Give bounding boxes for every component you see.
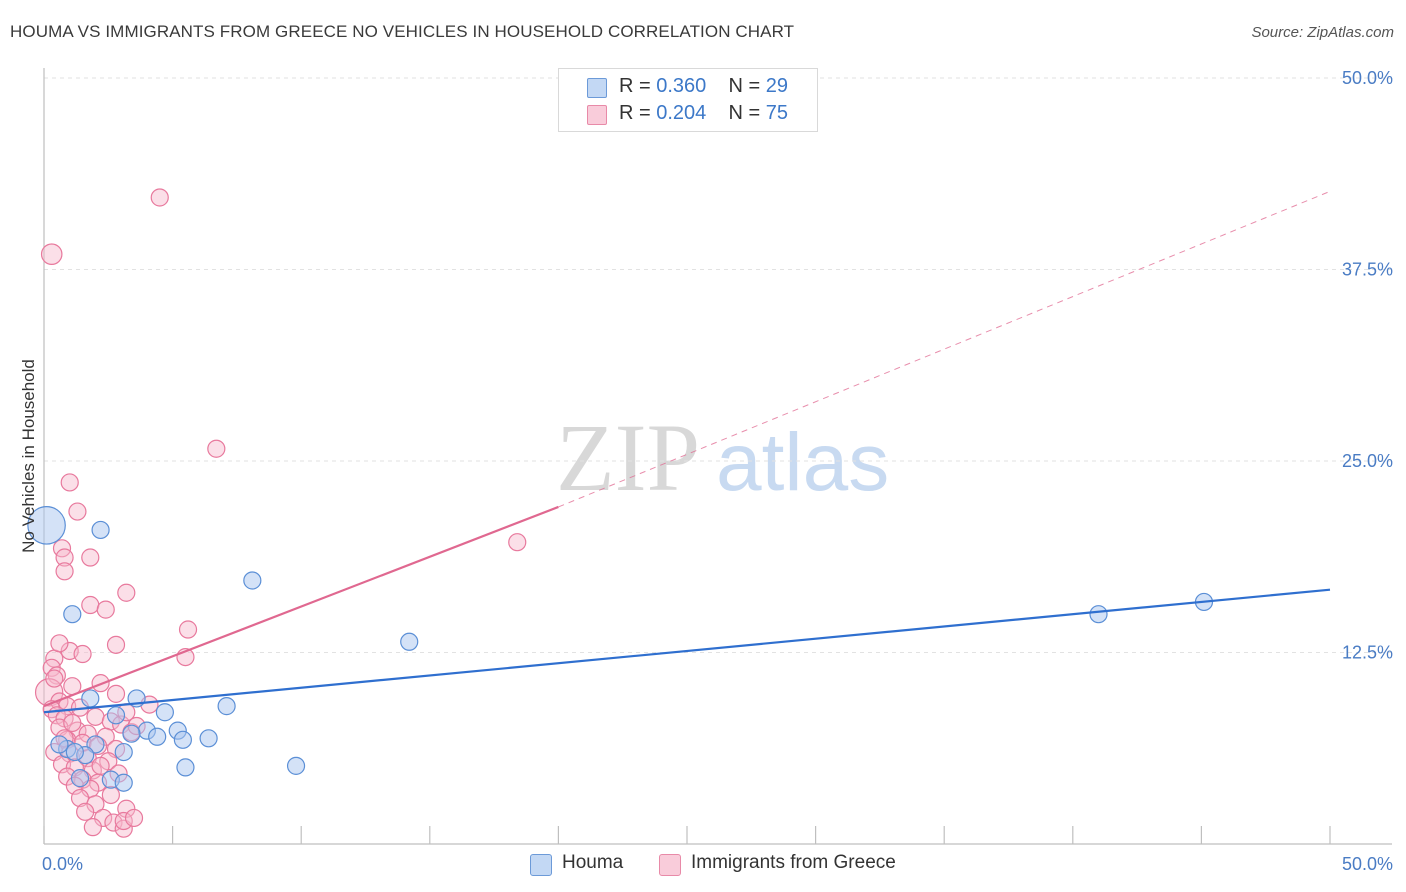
y-tick-label: 50.0% bbox=[1342, 68, 1393, 88]
greece-point bbox=[70, 788, 90, 808]
greece-point bbox=[106, 635, 126, 654]
greece-trend-extension bbox=[558, 190, 1331, 508]
legend-r-label: R = bbox=[619, 102, 651, 124]
greece-point bbox=[60, 473, 79, 492]
x-tick-label-min: 0.0% bbox=[42, 854, 83, 874]
greece-point bbox=[86, 707, 105, 726]
legend-greece-n: 75 bbox=[765, 102, 789, 124]
houma-point bbox=[106, 706, 126, 725]
legend-text-greece: R = 0.204 N = 75 bbox=[619, 102, 788, 125]
greece-point bbox=[91, 756, 110, 775]
bottom-legend-greece-label: Immigrants from Greece bbox=[691, 852, 896, 873]
series-houma-points bbox=[27, 506, 1214, 792]
greece-point bbox=[508, 533, 527, 552]
bottom-legend-houma-label: Houma bbox=[562, 852, 624, 873]
grid bbox=[44, 77, 1392, 653]
y-tick-label: 37.5% bbox=[1342, 260, 1393, 280]
greece-point bbox=[76, 802, 95, 821]
greece-point bbox=[50, 634, 69, 653]
greece-point bbox=[63, 713, 82, 733]
y-tick-label: 25.0% bbox=[1342, 451, 1393, 471]
houma-point bbox=[65, 742, 84, 762]
legend-houma-r: 0.360 bbox=[656, 75, 707, 97]
greece-point bbox=[55, 562, 74, 581]
greece-point bbox=[83, 818, 102, 837]
greece-point bbox=[81, 595, 100, 615]
houma-point bbox=[155, 703, 174, 722]
greece-point bbox=[34, 678, 64, 707]
houma-point bbox=[243, 571, 262, 590]
houma-point bbox=[173, 730, 192, 749]
legend-houma-n: 29 bbox=[765, 75, 789, 97]
houma-point bbox=[400, 632, 419, 651]
houma-point bbox=[114, 742, 133, 762]
houma-point bbox=[148, 727, 167, 746]
greece-point bbox=[101, 785, 120, 805]
greece-point bbox=[117, 583, 136, 602]
houma-point bbox=[199, 729, 218, 748]
greece-point bbox=[86, 795, 105, 814]
greece-point bbox=[150, 188, 169, 207]
houma-point bbox=[286, 756, 306, 775]
legend-greece-r: 0.204 bbox=[656, 102, 707, 124]
correlation-legend: R = 0.360 N = 29 R = 0.204 N = 75 bbox=[558, 68, 818, 132]
greece-legend-swatch bbox=[659, 854, 681, 876]
greece-point bbox=[207, 439, 226, 458]
greece-point bbox=[68, 502, 87, 521]
watermark: ZIP atlas bbox=[556, 404, 889, 511]
trend-lines bbox=[43, 190, 1331, 714]
greece-point bbox=[45, 669, 64, 688]
legend-text-houma: R = 0.360 N = 29 bbox=[619, 75, 788, 98]
watermark-atlas: atlas bbox=[716, 417, 889, 508]
houma-legend-swatch bbox=[530, 854, 552, 876]
y-tick-label: 12.5% bbox=[1342, 643, 1393, 663]
series-greece-points bbox=[34, 188, 527, 838]
watermark-zip: ZIP bbox=[556, 404, 700, 511]
houma-point bbox=[176, 758, 195, 777]
chart-title: HOUMA VS IMMIGRANTS FROM GREECE NO VEHIC… bbox=[10, 22, 795, 41]
greece-point bbox=[124, 808, 144, 828]
greece-trend-line bbox=[43, 505, 559, 708]
greece-point bbox=[106, 684, 126, 703]
axes bbox=[43, 68, 1392, 845]
greece-point bbox=[96, 600, 115, 619]
greece-point bbox=[40, 243, 63, 265]
houma-point bbox=[50, 735, 69, 754]
houma-point bbox=[114, 773, 133, 792]
houma-point bbox=[63, 605, 82, 624]
houma-trend-line bbox=[43, 588, 1331, 714]
houma-point bbox=[27, 506, 66, 545]
houma-point bbox=[70, 769, 90, 788]
houma-point bbox=[217, 697, 236, 716]
greece-point bbox=[81, 548, 100, 567]
greece-point bbox=[114, 811, 133, 831]
legend-n-label: N = bbox=[728, 102, 761, 124]
tick-labels: 12.5% 25.0% 37.5% 50.0% 0.0% 50.0% bbox=[42, 68, 1393, 874]
houma-point bbox=[1089, 605, 1108, 624]
greece-point bbox=[94, 808, 113, 828]
greece-swatch bbox=[587, 105, 607, 125]
houma-point bbox=[122, 724, 141, 743]
houma-point bbox=[81, 689, 100, 708]
houma-point bbox=[91, 520, 110, 540]
greece-point bbox=[178, 620, 198, 639]
chart-source: Source: ZipAtlas.com bbox=[1251, 24, 1394, 41]
legend-r-label: R = bbox=[619, 75, 651, 97]
greece-point bbox=[73, 644, 92, 664]
y-axis-title: No Vehicles in Household bbox=[19, 359, 38, 553]
greece-point bbox=[55, 548, 74, 567]
legend-n-label: N = bbox=[728, 75, 761, 97]
houma-swatch bbox=[587, 78, 607, 98]
x-tick-label-max: 50.0% bbox=[1342, 854, 1393, 874]
